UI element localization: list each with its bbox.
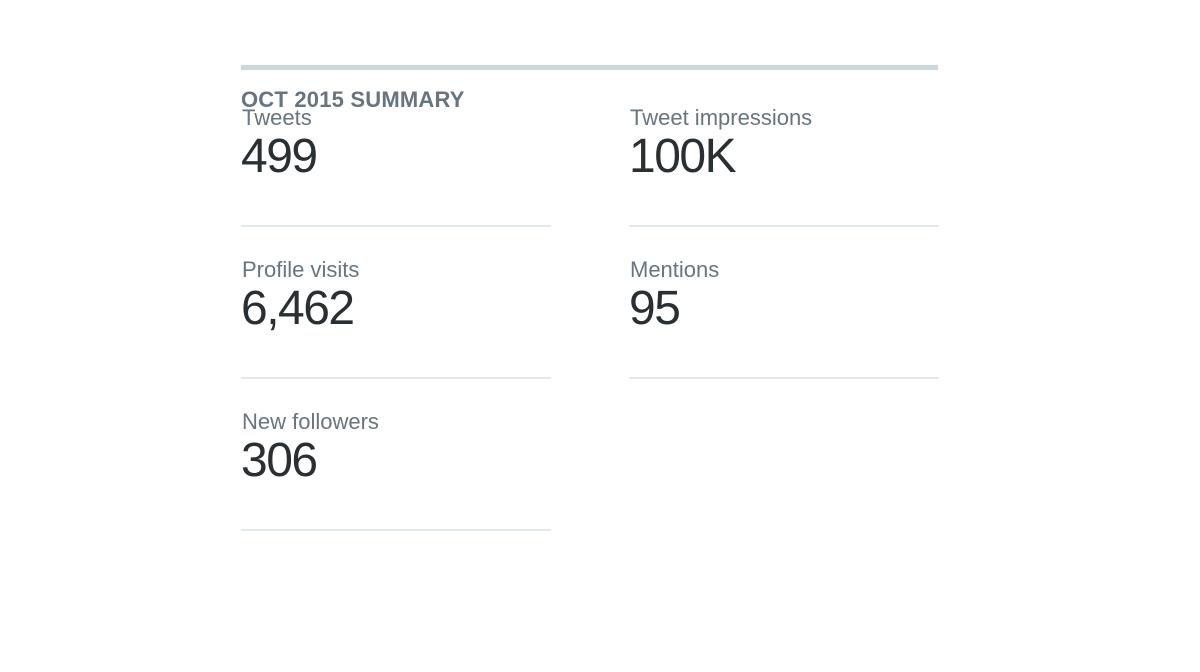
stat-value: 499 <box>241 130 318 183</box>
stat-profile-visits: Profile visits 6,462 <box>241 256 551 408</box>
stat-label: Profile visits <box>242 257 360 282</box>
stat-divider <box>629 225 939 227</box>
stat-divider <box>241 225 551 227</box>
stat-value: 95 <box>629 282 681 335</box>
top-divider <box>241 65 938 70</box>
stat-value: 306 <box>241 434 318 487</box>
stat-tweets: Tweets 499 <box>241 104 551 256</box>
stat-label: Tweets <box>242 105 312 130</box>
summary-heading: OCT 2015 SUMMARY <box>241 87 465 112</box>
stat-label: Tweet impressions <box>630 105 813 130</box>
stat-divider <box>241 377 551 379</box>
stat-tweet-impressions: Tweet impressions 100K <box>629 104 939 256</box>
stat-new-followers: New followers 306 <box>241 408 551 560</box>
stat-value: 6,462 <box>241 282 355 335</box>
summary-panel: OCT 2015 SUMMARY Tweets 499 Tweet impres… <box>241 65 939 531</box>
stat-divider <box>241 529 551 531</box>
stat-label: New followers <box>242 409 379 434</box>
stat-mentions: Mentions 95 <box>629 256 939 408</box>
stat-value: 100K <box>629 130 737 183</box>
stat-label: Mentions <box>630 257 720 282</box>
stat-divider <box>629 377 939 379</box>
